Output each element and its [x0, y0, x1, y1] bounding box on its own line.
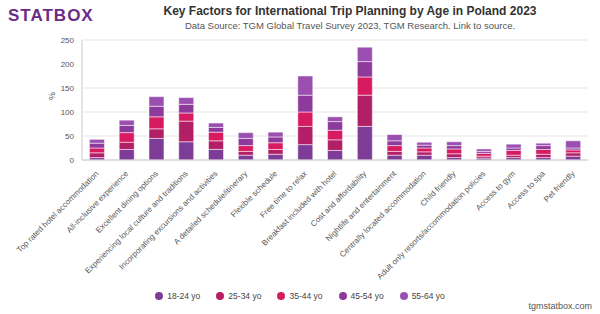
- svg-text:Centrally located accommodatio: Centrally located accommodation: [337, 169, 428, 260]
- svg-text:Access to gym: Access to gym: [474, 169, 518, 213]
- html-text:25-34 yo: 25-34 yo: [228, 291, 262, 301]
- html-text:tgmstatbox.com: tgmstatbox.com: [528, 301, 592, 311]
- html-text:18-24 yo: 18-24 yo: [167, 291, 201, 301]
- svg-text:Experiencing local culture and: Experiencing local culture and tradition…: [83, 169, 189, 275]
- html-text:Data Source: TGM Global Travel: Data Source: TGM Global Travel Survey 20…: [184, 20, 516, 31]
- svg-text:Pet friendly: Pet friendly: [542, 169, 577, 204]
- svg-text:All-inclusive experience: All-inclusive experience: [64, 169, 131, 235]
- svg-text:Cost and affordability: Cost and affordability: [309, 169, 368, 228]
- svg-text:Child friendly: Child friendly: [418, 169, 458, 209]
- svg-text:Adult only resorts/accommodati: Adult only resorts/accommodation policie…: [375, 169, 487, 281]
- svg-text:Nightlife and entertainment: Nightlife and entertainment: [324, 169, 399, 244]
- svg-text:100: 100: [61, 108, 75, 117]
- svg-text:Incorporating excursions and a: Incorporating excursions and activities: [117, 169, 220, 272]
- svg-text:250: 250: [61, 36, 75, 45]
- svg-text:%: %: [47, 92, 57, 100]
- html-text:35-44 yo: 35-44 yo: [289, 291, 323, 301]
- svg-text:200: 200: [61, 60, 75, 69]
- svg-text:Flexible schedule: Flexible schedule: [228, 169, 279, 220]
- svg-text:A detailed schedule/itinerary: A detailed schedule/itinerary: [172, 169, 250, 247]
- svg-text:150: 150: [61, 84, 75, 93]
- html-text:55-64 yo: 55-64 yo: [411, 291, 445, 301]
- svg-text:Breakfast included with hotel: Breakfast included with hotel: [260, 169, 339, 248]
- svg-text:Free time to relax: Free time to relax: [258, 169, 309, 220]
- svg-text:0: 0: [70, 156, 75, 165]
- html-text:Key Factors for International: Key Factors for International Trip Plann…: [163, 4, 537, 18]
- html-text:STATBOX: STATBOX: [8, 6, 94, 25]
- svg-text:Top rated hotel accommodation: Top rated hotel accommodation: [15, 169, 101, 255]
- svg-text:Excellent dining options: Excellent dining options: [94, 169, 160, 235]
- svg-text:Access to spa: Access to spa: [505, 169, 547, 211]
- html-text:45-54 yo: 45-54 yo: [350, 291, 384, 301]
- svg-text:50: 50: [65, 132, 74, 141]
